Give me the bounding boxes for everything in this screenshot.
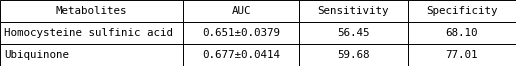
Bar — [0, 44, 183, 66]
Text: 0.651±0.0379: 0.651±0.0379 — [202, 28, 280, 38]
Text: Metabolites: Metabolites — [56, 6, 127, 16]
Text: 0.677±0.0414: 0.677±0.0414 — [202, 50, 280, 60]
Bar — [299, 22, 408, 44]
Bar — [0, 0, 183, 22]
Text: Homocysteine sulfinic acid: Homocysteine sulfinic acid — [4, 28, 173, 38]
Text: 59.68: 59.68 — [337, 50, 369, 60]
Bar — [408, 44, 516, 66]
Text: Sensitivity: Sensitivity — [318, 6, 389, 16]
Text: 68.10: 68.10 — [446, 28, 478, 38]
Bar — [0, 22, 183, 44]
Bar — [183, 22, 299, 44]
Bar — [408, 22, 516, 44]
Text: AUC: AUC — [232, 6, 251, 16]
Text: Ubiquinone: Ubiquinone — [4, 50, 69, 60]
Text: 56.45: 56.45 — [337, 28, 369, 38]
Bar — [183, 0, 299, 22]
Text: 77.01: 77.01 — [446, 50, 478, 60]
Bar — [408, 0, 516, 22]
Text: Specificity: Specificity — [426, 6, 497, 16]
Bar — [183, 44, 299, 66]
Bar — [299, 44, 408, 66]
Bar — [299, 0, 408, 22]
